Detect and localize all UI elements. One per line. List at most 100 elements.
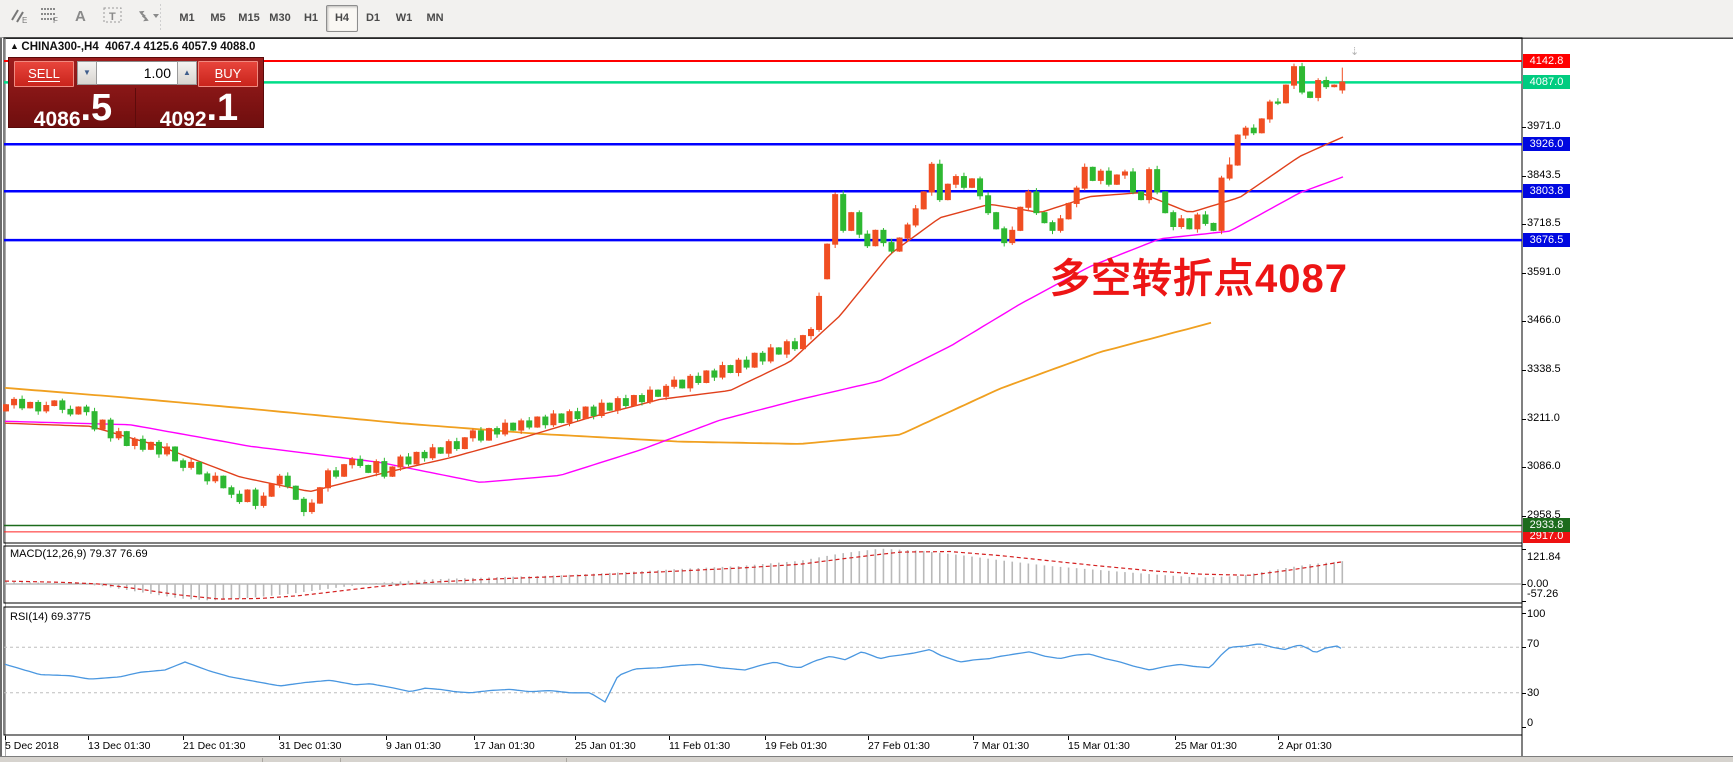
date-axis-tick	[386, 736, 387, 740]
macd-label: MACD(12,26,9) 79.37 76.69	[10, 548, 148, 560]
price-axis-tick	[1522, 466, 1526, 468]
date-axis-label: 25 Mar 01:30	[1175, 740, 1237, 752]
scroll-to-end-icon[interactable]: ⇣	[1350, 46, 1360, 58]
price-axis-label: 3718.5	[1527, 217, 1561, 229]
rsi-axis-tick	[1522, 647, 1526, 649]
date-axis-label: 9 Jan 01:30	[386, 740, 441, 752]
date-axis-label: 7 Mar 01:30	[973, 740, 1030, 752]
svg-text:A: A	[75, 8, 86, 24]
timeframe-h4[interactable]: H4	[326, 5, 358, 32]
macd-axis-label: 121.84	[1527, 551, 1561, 563]
price-axis-tick	[1522, 418, 1526, 420]
date-axis-label: 31 Dec 01:30	[279, 740, 342, 752]
symbol-collapse-icon[interactable]: ▲	[10, 41, 22, 51]
date-axis-tick	[279, 736, 280, 740]
one-click-trade-panel: SELL ▼ ▲ BUY 4086.5 4092.1	[8, 57, 264, 131]
text-label-icon[interactable]: A	[70, 5, 100, 33]
timeframe-m1[interactable]: M1	[179, 12, 195, 24]
rsi-axis-label: 30	[1527, 687, 1540, 699]
date-axis-label: 13 Dec 01:30	[88, 740, 151, 752]
date-axis-tick	[1068, 736, 1069, 740]
cursor-arrows-icon[interactable]	[132, 5, 162, 33]
sell-button[interactable]: SELL	[14, 61, 74, 87]
date-axis-label: 11 Feb 01:30	[669, 740, 731, 752]
price-axis-label: 2958.5	[1527, 508, 1561, 521]
rsi-axis-tick	[1522, 613, 1526, 614]
date-axis-label: 25 Jan 01:30	[575, 740, 636, 752]
date-axis-label: 5 Dec 2018	[5, 740, 59, 752]
timeframe-h1[interactable]: H1	[303, 12, 319, 24]
date-axis-tick	[973, 736, 974, 740]
date-axis-tick	[5, 736, 6, 740]
macd-axis-tick	[1522, 548, 1526, 550]
chart-annotation-text: 多空转折点4087	[1050, 257, 1348, 301]
timeframe-d1[interactable]: D1	[365, 12, 381, 24]
rsi-axis-label: 70	[1527, 638, 1540, 650]
timeframe-m15[interactable]: M15	[238, 12, 260, 24]
date-axis-tick	[575, 736, 576, 740]
macd-axis-tick	[1522, 584, 1526, 585]
textbox-icon[interactable]: T	[101, 5, 131, 33]
volume-increase-button[interactable]: ▲	[177, 61, 197, 85]
volume-decrease-button[interactable]: ▼	[77, 61, 97, 85]
macd-axis-label: -57.26	[1527, 588, 1559, 600]
price-level-badge: 4142.8	[1523, 53, 1570, 68]
price-axis-tick	[1522, 515, 1526, 517]
toolbar-separator	[160, 4, 161, 32]
buy-price[interactable]: 4092.1	[159, 87, 239, 131]
chart-title: ▲ CHINA300-,H4 4067.4 4125.6 4057.9 4088…	[10, 41, 256, 53]
price-axis-tick	[1522, 224, 1526, 225]
price-axis-label: 3843.5	[1527, 168, 1561, 181]
toolbar: E F A T M1 M5 M15 M30 H1 H4 D1 W1 MN	[0, 0, 1733, 38]
date-axis-tick	[868, 736, 869, 740]
price-axis-label: 3338.5	[1527, 362, 1561, 375]
price-level-badge: 2933.8	[1523, 518, 1570, 533]
price-level-badge: 3676.5	[1523, 233, 1570, 248]
taskbar-segment-divider	[566, 758, 567, 762]
price-axis-label: 3971.0	[1527, 120, 1561, 132]
price-axis-tick	[1522, 369, 1526, 371]
grid-f-icon[interactable]: F	[39, 5, 69, 33]
volume-input[interactable]	[97, 61, 177, 85]
price-axis-label: 3211.0	[1527, 411, 1560, 424]
indicators-e-icon[interactable]: E	[8, 5, 38, 33]
sell-price[interactable]: 4086.5	[11, 88, 136, 131]
rsi-axis-label: 0	[1527, 717, 1534, 729]
price-axis-tick	[1522, 175, 1526, 177]
svg-text:T: T	[109, 11, 116, 23]
date-axis-tick	[765, 736, 766, 740]
volume-stepper: ▼ ▲	[77, 61, 197, 85]
taskbar-segment-divider	[340, 758, 341, 762]
price-axis-tick	[1522, 272, 1526, 274]
price-axis-label: 3086.0	[1527, 459, 1561, 472]
date-axis-label: 15 Mar 01:30	[1068, 740, 1130, 752]
macd-axis-label: 0.00	[1527, 578, 1549, 590]
price-level-badge: 3926.0	[1523, 137, 1570, 152]
date-axis-tick	[1175, 736, 1176, 740]
macd-axis-tick	[1522, 600, 1526, 602]
taskbar-edge[interactable]	[0, 756, 1733, 762]
date-axis-tick	[183, 736, 184, 740]
taskbar-segment-divider	[262, 758, 263, 762]
timeframe-m5[interactable]: M5	[210, 12, 226, 24]
price-level-badge: 3803.8	[1523, 184, 1570, 199]
rsi-axis-label: 100	[1527, 608, 1546, 620]
timeframe-m30[interactable]: M30	[269, 12, 291, 24]
rsi-label: RSI(14) 69.3775	[10, 611, 91, 623]
price-axis-label: 3591.0	[1527, 265, 1561, 278]
rsi-axis-tick	[1522, 692, 1526, 694]
date-axis-tick	[474, 736, 475, 740]
timeframe-w1[interactable]: W1	[395, 12, 413, 24]
svg-text:E: E	[22, 16, 27, 24]
date-axis-label: 21 Dec 01:30	[183, 740, 246, 752]
timeframe-mn[interactable]: MN	[426, 12, 444, 24]
buy-button[interactable]: BUY	[198, 61, 258, 87]
chart-window	[0, 38, 1733, 757]
date-axis-label: 17 Jan 01:30	[474, 740, 535, 752]
price-level-badge: 4087.0	[1523, 75, 1570, 90]
date-axis-tick	[88, 736, 89, 740]
price-axis-label: 3466.0	[1527, 314, 1561, 326]
date-axis-label: 2 Apr 01:30	[1278, 740, 1332, 752]
